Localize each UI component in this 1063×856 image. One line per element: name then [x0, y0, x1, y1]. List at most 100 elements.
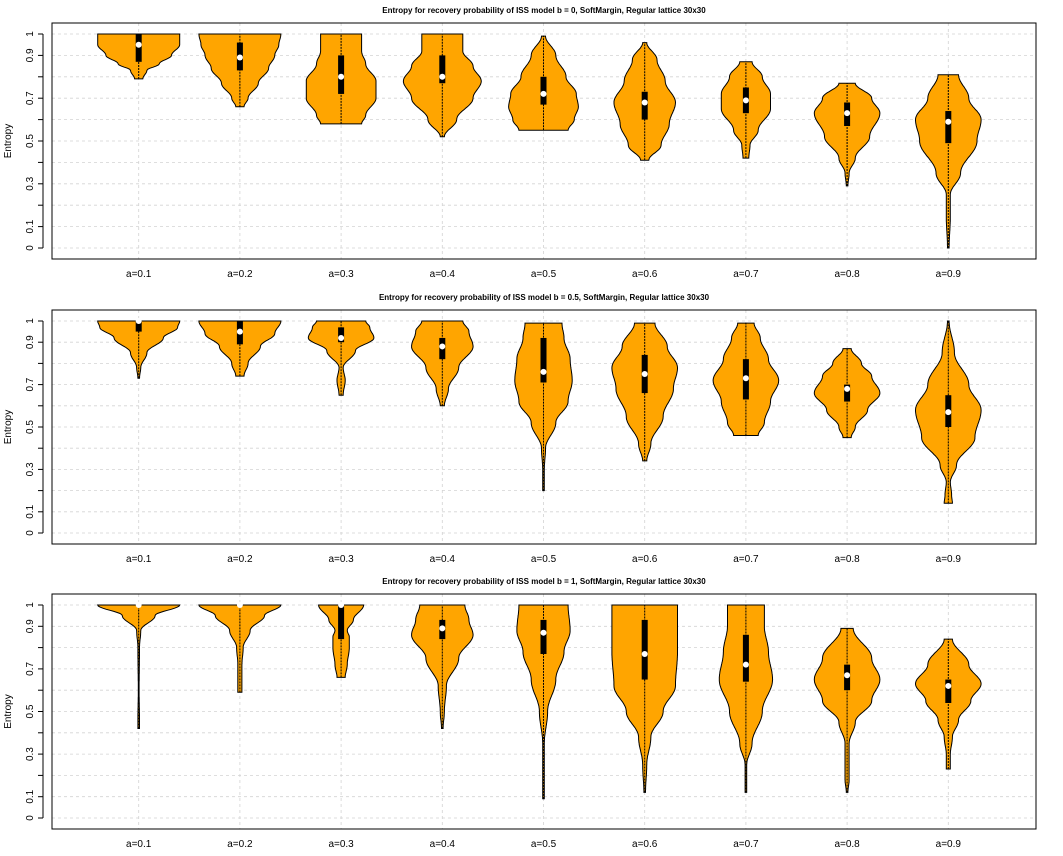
y-axis-label: Entropy — [3, 124, 14, 158]
plot-frame — [51, 22, 1037, 260]
y-tick-label: 0.3 — [25, 747, 36, 761]
iqr-box — [641, 91, 648, 120]
violin-a=0.1 — [97, 33, 181, 80]
median-point — [742, 661, 749, 668]
violin-a=0.8 — [813, 82, 881, 187]
iqr-box — [135, 321, 142, 332]
violin-a=0.4 — [411, 604, 474, 729]
violin-a=0.1 — [96, 602, 181, 729]
median-point — [641, 650, 648, 657]
x-tick-label: a=0.9 — [936, 554, 962, 565]
y-tick-label: 0.7 — [25, 662, 36, 676]
median-point — [945, 409, 952, 416]
violin-a=0.6 — [611, 322, 678, 462]
violin-a=0.2 — [198, 33, 282, 108]
violin-a=0.9 — [915, 320, 982, 504]
iqr-box — [338, 605, 345, 640]
violin-a=0.9 — [914, 638, 982, 770]
violin-a=0.5 — [508, 35, 579, 131]
violin-a=0.8 — [813, 627, 881, 793]
x-tick-label: a=0.1 — [126, 839, 152, 850]
median-point — [844, 672, 851, 679]
x-tick-label: a=0.5 — [531, 839, 557, 850]
median-point — [540, 368, 547, 375]
chart-title: Entropy for recovery probability of ISS … — [382, 6, 706, 15]
y-tick-label: 0.1 — [25, 789, 36, 803]
violin-a=0.7 — [720, 61, 771, 159]
y-tick-label: 0.3 — [25, 176, 36, 190]
violin-body — [514, 322, 573, 492]
median-point — [945, 682, 952, 689]
median-point — [844, 110, 851, 117]
y-tick-label: 0.7 — [25, 91, 36, 105]
y-tick-label: 0.9 — [25, 619, 36, 633]
violin-a=0.8 — [813, 348, 881, 439]
median-point — [135, 602, 142, 608]
x-tick-label: a=0.4 — [430, 269, 456, 280]
x-tick-label: a=0.8 — [834, 839, 860, 850]
median-point — [135, 318, 142, 324]
y-tick-label: 1 — [25, 602, 36, 608]
iqr-box — [439, 55, 446, 84]
iqr-box — [945, 679, 952, 703]
y-tick-label: 1 — [25, 31, 36, 37]
iqr-box — [540, 619, 547, 654]
median-point — [742, 97, 749, 104]
y-axis-label: Entropy — [3, 694, 14, 728]
violin-a=0.3 — [318, 602, 365, 678]
median-point — [236, 328, 243, 335]
iqr-box — [742, 634, 749, 682]
median-point — [540, 90, 547, 97]
median-point — [439, 343, 446, 350]
violin-a=0.6 — [613, 42, 677, 161]
iqr-box — [338, 327, 345, 343]
violin-a=0.3 — [305, 33, 377, 125]
x-tick-label: a=0.6 — [632, 269, 658, 280]
x-tick-label: a=0.3 — [328, 554, 354, 565]
median-point — [439, 73, 446, 80]
x-tick-label: a=0.7 — [733, 554, 759, 565]
violin-a=0.2 — [198, 320, 282, 377]
x-tick-label: a=0.7 — [733, 269, 759, 280]
y-tick-label: 0 — [25, 530, 36, 536]
iqr-box — [540, 337, 547, 383]
panel-1: 0 0.1 0.3 0.5 0.7 0.9 1 Entropy a=0.1 a=0.2 a=0.3 a… — [3, 6, 1037, 280]
iqr-box — [135, 34, 142, 62]
median-point — [338, 602, 345, 608]
x-tick-label: a=0.5 — [531, 269, 557, 280]
x-tick-label: a=0.1 — [126, 554, 152, 565]
violin-a=0.4 — [411, 320, 474, 407]
median-point — [742, 375, 749, 382]
iqr-box — [641, 619, 648, 680]
iqr-box — [945, 111, 952, 144]
x-tick-label: a=0.2 — [227, 269, 253, 280]
y-tick-label: 0.7 — [25, 377, 36, 391]
panel-3: 0 0.1 0.3 0.5 0.7 0.9 1 Entropy a=0.1 a=0.2 a=0.3 a… — [3, 577, 1037, 850]
plot-frame — [51, 309, 1037, 545]
iqr-box — [540, 76, 547, 105]
x-tick-label: a=0.8 — [834, 269, 860, 280]
y-tick-label: 0.3 — [25, 462, 36, 476]
y-tick-label: 0.1 — [25, 219, 36, 233]
y-tick-label: 0 — [25, 245, 36, 251]
violin-a=0.3 — [307, 320, 375, 396]
plot-frame — [51, 593, 1037, 830]
median-point — [338, 73, 345, 80]
y-tick-label: 0.9 — [25, 335, 36, 349]
median-point — [540, 629, 547, 636]
violin-a=0.7 — [712, 322, 780, 436]
x-tick-label: a=0.8 — [834, 554, 860, 565]
median-point — [641, 99, 648, 106]
chart-title: Entropy for recovery probability of ISS … — [379, 293, 710, 302]
x-tick-label: a=0.1 — [126, 269, 152, 280]
violin-a=0.7 — [718, 604, 774, 793]
median-point — [236, 54, 243, 61]
panel-2: 0 0.1 0.3 0.5 0.7 0.9 1 Entropy a=0.1 a=0.2 a=0.3 a… — [3, 293, 1037, 565]
y-tick-label: 0.9 — [25, 48, 36, 62]
y-axis-label: Entropy — [3, 410, 14, 444]
violin-a=0.5 — [516, 604, 571, 800]
y-tick-label: 0.1 — [25, 504, 36, 518]
violin-body — [915, 74, 982, 249]
violin-a=0.5 — [514, 322, 573, 492]
